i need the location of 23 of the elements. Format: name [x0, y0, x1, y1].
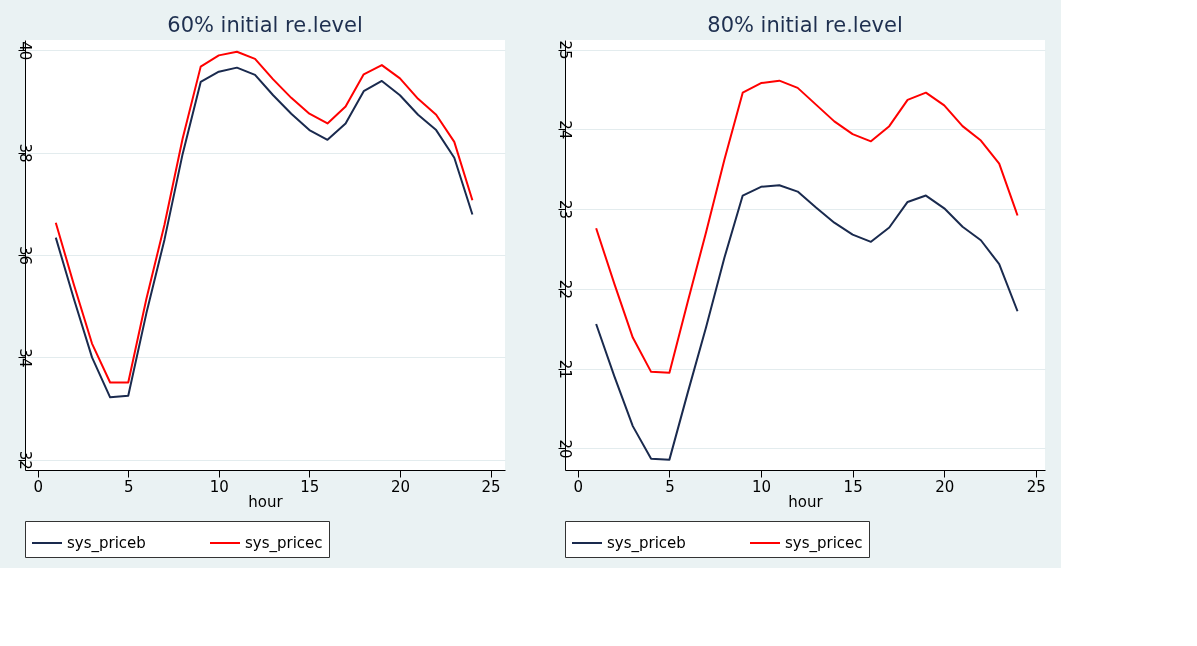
x-tick-label: 5: [665, 477, 675, 496]
x-tick-label: 10: [209, 477, 229, 496]
x-tick-label: 15: [300, 477, 320, 496]
legend-label: sys_pricec: [245, 534, 323, 553]
x-tick-label: 0: [573, 477, 584, 496]
line-series: [595, 184, 1019, 461]
legend-label: sys_pricec: [785, 534, 863, 553]
legend-label: sys_priceb: [607, 534, 686, 553]
x-tick-label: 15: [843, 477, 863, 496]
line-series: [595, 79, 1019, 374]
x-tick-label: 25: [1026, 477, 1046, 496]
legend-label: sys_priceb: [67, 534, 146, 553]
x-axis-title: hour: [788, 492, 824, 511]
x-axis-title: hour: [248, 492, 284, 511]
y-tick-label: 21: [555, 359, 574, 379]
chart-title: 60% initial re.level: [167, 13, 363, 37]
x-tick-label: 5: [123, 477, 134, 496]
x-tick-label: 0: [33, 477, 43, 496]
x-tick-label: 20: [935, 477, 955, 496]
chart-title: 80% initial re.level: [707, 13, 903, 37]
x-tick-label: 10: [751, 477, 772, 496]
x-tick-label: 20: [390, 477, 410, 496]
x-tick-label: 25: [481, 477, 501, 496]
